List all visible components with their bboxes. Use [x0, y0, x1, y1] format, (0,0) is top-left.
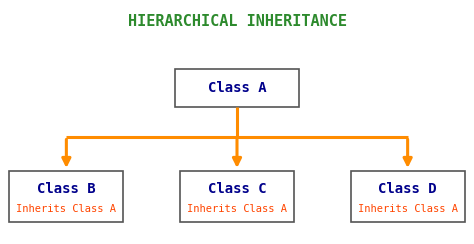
Text: Class D: Class D — [378, 182, 437, 196]
FancyBboxPatch shape — [351, 171, 465, 222]
Text: Inherits Class A: Inherits Class A — [17, 204, 116, 214]
FancyBboxPatch shape — [180, 171, 294, 222]
Text: Class B: Class B — [37, 182, 96, 196]
Text: Inherits Class A: Inherits Class A — [358, 204, 457, 214]
Text: Inherits Class A: Inherits Class A — [187, 204, 287, 214]
FancyBboxPatch shape — [175, 69, 299, 107]
Text: HIERARCHICAL INHERITANCE: HIERARCHICAL INHERITANCE — [128, 14, 346, 30]
Text: Class C: Class C — [208, 182, 266, 196]
Text: Class A: Class A — [208, 81, 266, 95]
FancyBboxPatch shape — [9, 171, 123, 222]
